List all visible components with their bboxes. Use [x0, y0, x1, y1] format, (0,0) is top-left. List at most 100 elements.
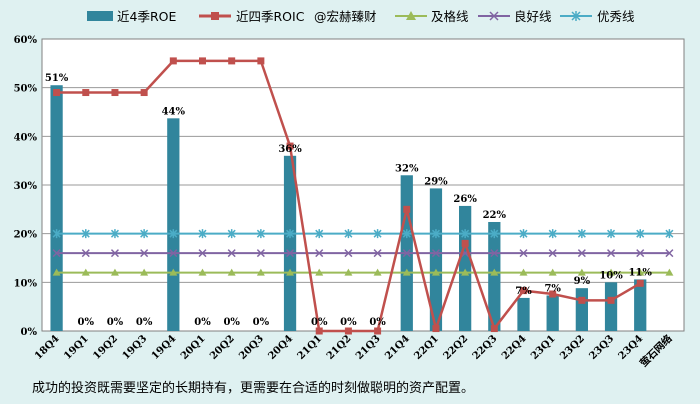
- roe-bar: [429, 188, 443, 331]
- x-tick-label: 19Q3: [121, 333, 150, 362]
- roe-data-label: 36%: [278, 144, 302, 155]
- legend-excellent-swatch-marker: [571, 11, 581, 21]
- good-marker: [140, 249, 149, 258]
- data-labels: 51% 0% 0% 0% 44% 0% 0% 0% 36% 0% 0% 0% 32% 29% 26% 22% 7…: [45, 73, 653, 328]
- roe-data-label: 22%: [483, 210, 507, 221]
- y-tick-label: 20%: [14, 230, 38, 241]
- pass-marker: [636, 268, 645, 276]
- caption: 成功的投资既需要坚定的长期持有，更需要在合适的时刻做聪明的资产配置。: [32, 381, 475, 396]
- roe-data-label: 0%: [253, 317, 270, 328]
- excellent-marker: [577, 229, 586, 239]
- legend-roe-label: 近4季ROE: [117, 9, 176, 24]
- good-marker: [519, 249, 528, 258]
- excellent-marker: [402, 229, 411, 239]
- pass-marker: [490, 268, 499, 276]
- roe-data-label: 44%: [162, 106, 186, 117]
- roic-marker: [53, 89, 61, 97]
- x-tick-label: 22Q3: [471, 333, 500, 362]
- roe-data-label: 29%: [424, 176, 448, 187]
- pass-marker: [227, 268, 236, 276]
- excellent-marker: [110, 229, 119, 239]
- excellent-marker: [227, 229, 236, 239]
- excellent-marker: [665, 229, 674, 239]
- roic-marker: [549, 290, 557, 298]
- excellent-marker: [461, 229, 470, 239]
- excellent-marker: [636, 229, 645, 239]
- excellent-marker: [286, 229, 295, 239]
- roic-marker: [607, 296, 615, 304]
- excellent-marker: [490, 229, 499, 239]
- pass-marker: [81, 268, 90, 276]
- excellent-marker: [140, 229, 149, 239]
- roic-marker: [257, 57, 265, 65]
- roe-data-label: 0%: [78, 317, 95, 328]
- good-marker: [431, 249, 440, 258]
- roe-data-label: 0%: [136, 317, 153, 328]
- x-tick-label: 22Q1: [412, 333, 441, 362]
- excellent-marker: [344, 229, 353, 239]
- roe-bar: [50, 85, 63, 331]
- pass-marker: [461, 268, 470, 276]
- pass-marker: [607, 268, 616, 276]
- good-marker: [548, 249, 557, 258]
- roe-bar: [575, 288, 588, 331]
- roic-marker: [82, 89, 90, 97]
- y-tick-label: 60%: [14, 35, 38, 46]
- good-marker: [227, 249, 236, 258]
- roic-marker: [199, 57, 206, 65]
- roic-marker: [432, 325, 440, 333]
- roe-data-label: 0%: [194, 317, 211, 328]
- roe-data-label: 9%: [574, 276, 591, 287]
- x-tick-label: 19Q1: [62, 333, 91, 362]
- x-tick-label: 22Q2: [442, 333, 471, 362]
- roe-data-label: 0%: [369, 317, 386, 328]
- pass-marker: [315, 268, 324, 276]
- excellent-marker: [52, 229, 61, 239]
- y-tick-label: 10%: [14, 278, 38, 289]
- y-tick-label: 40%: [14, 132, 38, 143]
- good-marker: [198, 249, 207, 258]
- roe-bars: [50, 85, 647, 332]
- pass-marker: [110, 268, 119, 276]
- x-tick-label: 18Q4: [33, 333, 62, 362]
- x-tick-label: 23Q2: [558, 333, 587, 362]
- roe-bar: [517, 297, 530, 331]
- good-marker: [665, 249, 674, 258]
- legend-good-swatch-marker: [489, 11, 499, 21]
- x-tick-label: 21Q2: [325, 333, 354, 362]
- x-tick-label: 20Q1: [179, 333, 208, 362]
- roe-bar: [283, 155, 297, 331]
- x-tick-label: 21Q1: [296, 333, 325, 362]
- roe-data-label: 7%: [515, 286, 532, 297]
- roic-marker: [461, 239, 469, 247]
- excellent-marker: [256, 229, 265, 239]
- pass-marker: [52, 268, 61, 276]
- roe-bar: [634, 279, 647, 331]
- roic-marker: [520, 287, 527, 295]
- roic-marker: [578, 296, 586, 304]
- roe-data-label: 0%: [107, 317, 124, 328]
- excellent-marker: [169, 229, 178, 239]
- roic-line-series: [53, 57, 644, 335]
- pass-marker: [140, 268, 149, 276]
- roic-marker: [286, 142, 294, 150]
- pass-marker: [431, 268, 440, 276]
- roe-data-label: 0%: [223, 317, 240, 328]
- good-marker: [636, 249, 645, 258]
- pass-marker: [198, 268, 207, 276]
- pass-marker: [373, 268, 382, 276]
- roic-marker: [344, 327, 352, 335]
- roic-marker: [490, 325, 498, 333]
- roic-marker: [403, 205, 411, 213]
- legend-roic-label: 近四季ROIC: [236, 9, 305, 24]
- good-marker: [607, 249, 616, 258]
- roe-data-label: 10%: [599, 270, 623, 281]
- x-tick-label: 23Q3: [587, 333, 616, 362]
- roic-marker: [374, 327, 382, 335]
- x-tick-label: 19Q4: [150, 333, 179, 362]
- excellent-marker: [315, 229, 324, 239]
- roic-marker: [636, 279, 644, 287]
- good-marker: [577, 249, 586, 258]
- good-marker: [110, 249, 119, 258]
